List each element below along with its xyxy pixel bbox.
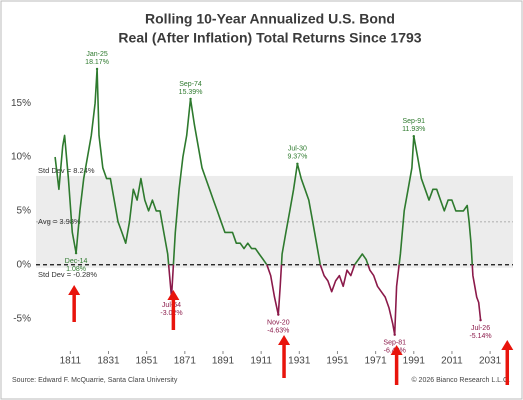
- y-tick-label: 15%: [11, 98, 31, 109]
- x-tick-label: 1951: [326, 356, 349, 367]
- annotation-value: 1.08%: [66, 266, 86, 273]
- x-tick-label: 1851: [136, 356, 159, 367]
- annotation-point: [479, 318, 482, 322]
- annotation-value: 9.37%: [287, 154, 307, 161]
- annotation-value: -4.63%: [267, 328, 289, 335]
- x-tick-label: 2011: [441, 356, 463, 367]
- annotation-point: [393, 333, 396, 336]
- x-tick-label: 1931: [288, 356, 311, 367]
- annotation-point: [412, 134, 415, 138]
- y-tick-label: 5%: [17, 206, 32, 217]
- annotation-point: [189, 97, 192, 101]
- x-tick-label: 1991: [403, 356, 426, 367]
- annotation-date: Dec-14: [65, 258, 88, 265]
- annotation-point: [74, 251, 78, 255]
- annotation-value: 18.17%: [85, 59, 109, 66]
- y-tick-label: -5%: [13, 313, 31, 324]
- band-label: Std Dev = 8.24%: [38, 166, 95, 175]
- annotation-date: Jul-64: [162, 302, 181, 309]
- x-tick-label: 1891: [212, 356, 235, 367]
- annotation-point: [95, 67, 99, 71]
- annotation-date: Jan-25: [86, 51, 108, 58]
- annotation-point: [277, 313, 280, 316]
- arrow-head: [501, 340, 514, 350]
- return-line: [54, 68, 474, 265]
- x-tick-label: 2031: [479, 356, 502, 367]
- chart-title: Rolling 10-Year Annualized U.S. Bond: [145, 11, 395, 27]
- arrow-head: [167, 290, 180, 300]
- band-label: Std Dev = -0.28%: [38, 270, 97, 279]
- arrow-head: [278, 335, 291, 345]
- annotation-value: 15.39%: [179, 89, 203, 96]
- annotation-value: 11.93%: [402, 126, 425, 133]
- x-tick-label: 1871: [174, 356, 197, 367]
- x-tick-label: 1831: [97, 356, 120, 367]
- annotation-date: Sep-74: [179, 81, 202, 88]
- annotation-date: Jul-30: [288, 146, 307, 153]
- x-tick-label: 1971: [364, 356, 387, 367]
- annotation-date: Sep-81: [383, 340, 406, 347]
- annotation-point: [296, 162, 299, 165]
- arrow-head: [68, 285, 81, 295]
- source: Source: Edward F. McQuarrie, Santa Clara…: [12, 377, 178, 384]
- band-label: Avg = 3.98%: [38, 217, 81, 226]
- x-tick-label: 1911: [250, 356, 272, 367]
- return-line: [167, 264, 482, 336]
- copyright: © 2026 Bianco Research L.L.C.: [411, 376, 510, 384]
- x-tick-label: 1811: [60, 356, 82, 367]
- annotation-date: Sep-91: [402, 118, 425, 125]
- arrow-head: [390, 345, 403, 355]
- y-tick-label: 10%: [11, 152, 31, 163]
- annotation-date: Nov-20: [267, 320, 290, 327]
- annotation-value: -5.14%: [469, 333, 491, 340]
- annotation-value: -3.02%: [160, 310, 182, 317]
- chart-subtitle: Real (After Inflation) Total Returns Sin…: [118, 30, 421, 46]
- annotation-date: Jul-26: [471, 325, 490, 332]
- y-tick-label: 0%: [17, 259, 32, 270]
